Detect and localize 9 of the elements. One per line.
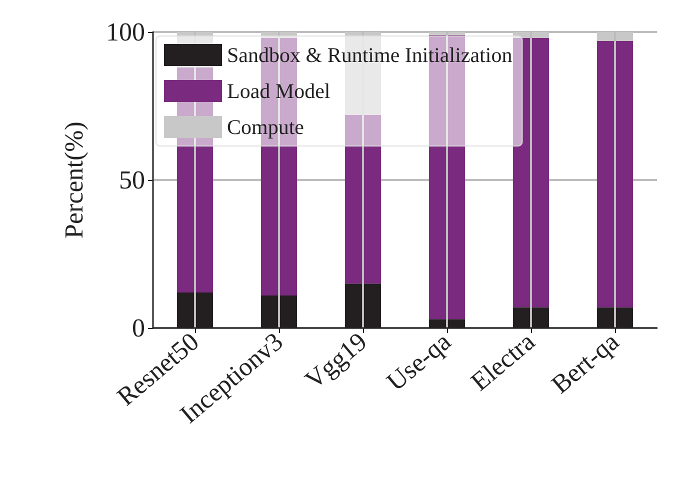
y-tick-label: 50 xyxy=(119,166,145,194)
bar xyxy=(596,40,634,308)
legend-label: Sandbox & Runtime Initialization xyxy=(227,43,513,67)
bar xyxy=(344,114,382,284)
y-tick-label: 100 xyxy=(106,18,145,46)
y-axis-title: Percent(%) xyxy=(60,122,88,238)
bar xyxy=(512,38,550,308)
legend-label: Load Model xyxy=(227,79,330,103)
legend-label: Compute xyxy=(227,115,304,139)
